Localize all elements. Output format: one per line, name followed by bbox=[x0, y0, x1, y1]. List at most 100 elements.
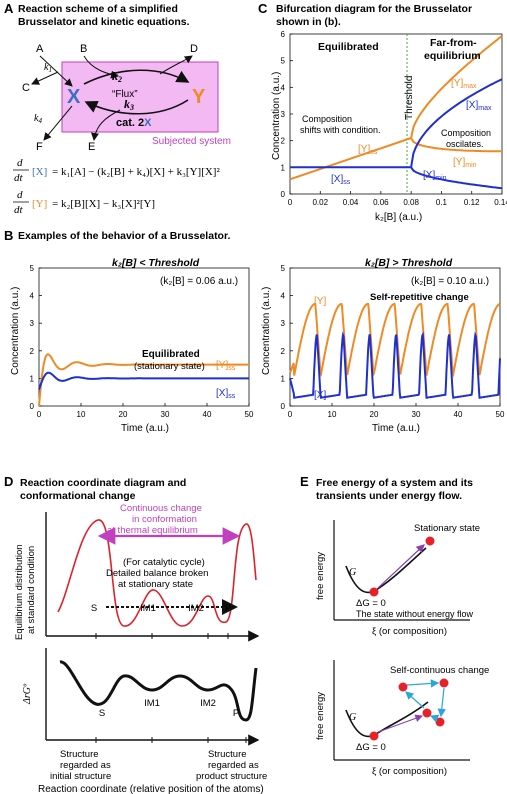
comp-shifts-2: shifts with condition. bbox=[300, 125, 381, 135]
e-top-transition-arrow bbox=[377, 544, 425, 589]
d-bottom-state-label: S bbox=[99, 708, 105, 719]
far-from-label-2: equilibrium bbox=[424, 50, 481, 62]
species-d: D bbox=[190, 43, 198, 55]
c-label-y-min: [Y]min bbox=[453, 157, 477, 169]
c-xtick-label: 0.02 bbox=[312, 198, 328, 207]
b-xtick-label: 20 bbox=[370, 410, 379, 419]
d-bottom-ylabel: ΔrGº bbox=[22, 683, 33, 705]
c-ytick-label: 0 bbox=[281, 190, 286, 199]
d-bottom-state-ticks: S IM1 IM2 P bbox=[95, 698, 247, 743]
b-ytick-label: 2 bbox=[30, 347, 35, 356]
left-heading: k₂[B] < Threshold bbox=[112, 257, 200, 269]
equation-x: d dt [X] = k₁[A] − (k₂[B] + k₄)[X] + k₃[… bbox=[13, 157, 220, 184]
left-x-ss-label: [X]ss bbox=[216, 388, 236, 400]
e-top-ylabel: free energy bbox=[315, 552, 326, 600]
arrow-to-c bbox=[31, 71, 59, 85]
continuous-2: in conformation bbox=[132, 514, 197, 525]
panel-e-title-1: Free energy of a system and its bbox=[316, 477, 473, 489]
panel-e-letter: E bbox=[300, 474, 309, 489]
stationary-label: Stationary state bbox=[414, 523, 480, 534]
eq-x-lhs: [X] bbox=[32, 166, 47, 178]
left-x-curve bbox=[38, 371, 249, 390]
cycle-point-1 bbox=[398, 682, 408, 692]
panel-b-title: Examples of the behavior of a Brusselato… bbox=[18, 230, 230, 242]
b-xtick-label: 0 bbox=[37, 410, 42, 419]
svg-text:dt: dt bbox=[14, 204, 24, 216]
c-ytick-label: 1 bbox=[281, 163, 286, 172]
species-y: Y bbox=[192, 86, 206, 108]
cycle-point-2 bbox=[439, 678, 449, 688]
panel-b-left-axes bbox=[38, 267, 250, 407]
panel-d-title-1: Reaction coordinate diagram and bbox=[20, 477, 186, 489]
b-xtick-label: 10 bbox=[328, 410, 337, 419]
left-xlabel: Time (a.u.) bbox=[121, 423, 169, 434]
left-equilibrated: Equilibrated bbox=[142, 349, 200, 360]
cycle-arrow-3 bbox=[405, 691, 425, 709]
svg-text:dt: dt bbox=[14, 172, 24, 184]
b-ytick-label: 5 bbox=[281, 264, 286, 273]
e-top-g: G bbox=[349, 567, 356, 578]
right-y-label: [Y] bbox=[314, 296, 326, 307]
e-equilibrium-point bbox=[369, 587, 379, 597]
catalytic-2: Detailed balance broken bbox=[106, 568, 208, 579]
subjected-system-box bbox=[61, 61, 219, 133]
right-sub: (k₂[B] = 0.10 a.u.) bbox=[411, 276, 489, 287]
y-ss-curve bbox=[289, 137, 412, 181]
b-ytick-label: 3 bbox=[281, 319, 286, 328]
c-xtick-label: 0.04 bbox=[343, 198, 359, 207]
cycle-arrow-1 bbox=[406, 679, 440, 688]
d-top-state-label: IM2 bbox=[188, 603, 204, 614]
left-y-curve bbox=[38, 353, 249, 407]
left-sub: (k₂[B] = 0.06 a.u.) bbox=[160, 276, 238, 287]
arrow-a-to-x bbox=[39, 55, 73, 87]
right-y-curve bbox=[289, 302, 501, 378]
k2-label: k2 bbox=[112, 69, 122, 84]
species-f: F bbox=[36, 141, 43, 153]
arrow-x-to-y bbox=[83, 69, 190, 85]
product-1: Structure bbox=[208, 749, 247, 760]
c-label-y-ss: [Y]ss bbox=[358, 144, 378, 156]
b-ytick-label: 5 bbox=[30, 264, 35, 273]
c-label-y-max: [Y]max bbox=[451, 78, 477, 90]
b-ytick-label: 4 bbox=[281, 292, 286, 301]
cycle-point-3 bbox=[422, 708, 432, 718]
b-ytick-label: 0 bbox=[281, 402, 286, 411]
panel-b-letter: B bbox=[4, 228, 13, 243]
left-y-ss-label: [Y]ss bbox=[216, 360, 236, 372]
arrow-y-to-x bbox=[84, 99, 189, 115]
e-top-xlabel: ξ (or composition) bbox=[372, 626, 447, 637]
right-heading: k₂[B] > Threshold bbox=[365, 257, 453, 269]
cycle-arrow-4 bbox=[429, 714, 440, 723]
panel-d: D Reaction coordinate diagram and confor… bbox=[4, 474, 267, 794]
arrow-b-in bbox=[83, 55, 119, 79]
panel-a-title-2: Brusselator and kinetic equations. bbox=[18, 16, 190, 28]
right-x-label: [X] bbox=[314, 390, 326, 401]
d-top-ylabel-1: Equilibrium distribution bbox=[14, 544, 25, 640]
panel-c-letter: C bbox=[258, 1, 268, 16]
b-xtick-label: 0 bbox=[288, 410, 293, 419]
panel-b-right-axes bbox=[289, 267, 501, 407]
d-top-state-label: P bbox=[225, 603, 231, 614]
initial-2: regarded as bbox=[60, 760, 111, 771]
b-ytick-label: 0 bbox=[30, 402, 35, 411]
comp-osc-2: oscilates. bbox=[446, 139, 484, 149]
panel-c-xlabel: k₂[B] (a.u.) bbox=[375, 212, 422, 223]
b-xtick-label: 50 bbox=[245, 410, 254, 419]
e-stationary-point bbox=[425, 536, 435, 546]
c-xtick-label: 0.08 bbox=[403, 198, 419, 207]
c-ytick-label: 4 bbox=[281, 83, 286, 92]
c-ytick-label: 5 bbox=[281, 57, 286, 66]
equilibrium-distribution-curve bbox=[57, 519, 257, 627]
d-bottom-state-label: P bbox=[233, 708, 239, 719]
d-top-state-ticks: S IM1 IM2 P bbox=[91, 603, 231, 639]
product-3: product structure bbox=[196, 771, 267, 782]
c-xtick-label: 0.12 bbox=[464, 198, 480, 207]
far-from-label-1: Far-from- bbox=[430, 37, 477, 49]
c-xtick-label: 0.06 bbox=[373, 198, 389, 207]
e-top-dg: ΔG = 0 bbox=[356, 598, 386, 609]
b-ytick-label: 3 bbox=[30, 319, 35, 328]
b-ytick-label: 1 bbox=[30, 374, 35, 383]
k4-label: k4 bbox=[34, 113, 42, 125]
